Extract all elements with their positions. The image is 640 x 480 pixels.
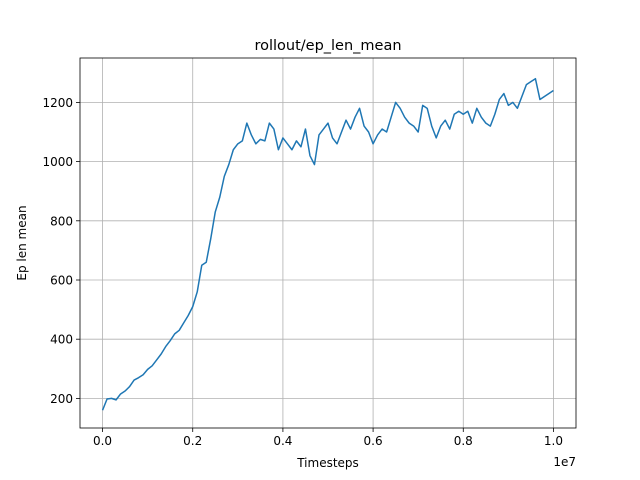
ticks: 0.0 0.2 0.4 0.6 0.8 1.0 200 400 600 800 1000 1200: [42, 96, 563, 448]
y-tick-label: 1200: [42, 96, 73, 110]
x-axis-offset-label: 1e7: [553, 455, 576, 469]
y-tick-label: 600: [50, 274, 73, 288]
y-tick-label: 1000: [42, 155, 73, 169]
x-tick-label: 0.2: [183, 434, 202, 448]
grid-lines: [80, 58, 576, 428]
x-tick-label: 0.0: [93, 434, 112, 448]
x-tick-label: 0.8: [454, 434, 473, 448]
x-axis-label: Timesteps: [296, 456, 359, 470]
x-tick-label: 1.0: [544, 434, 563, 448]
x-tick-label: 0.4: [273, 434, 292, 448]
y-axis-label: Ep len mean: [15, 205, 29, 280]
y-tick-label: 800: [50, 214, 73, 228]
series-line-ep-len-mean: [101, 77, 554, 411]
y-tick-label: 200: [50, 392, 73, 406]
y-tick-label: 400: [50, 333, 73, 347]
chart-title: rollout/ep_len_mean: [254, 38, 401, 54]
plot-frame: [79, 57, 577, 429]
x-tick-label: 0.6: [364, 434, 383, 448]
